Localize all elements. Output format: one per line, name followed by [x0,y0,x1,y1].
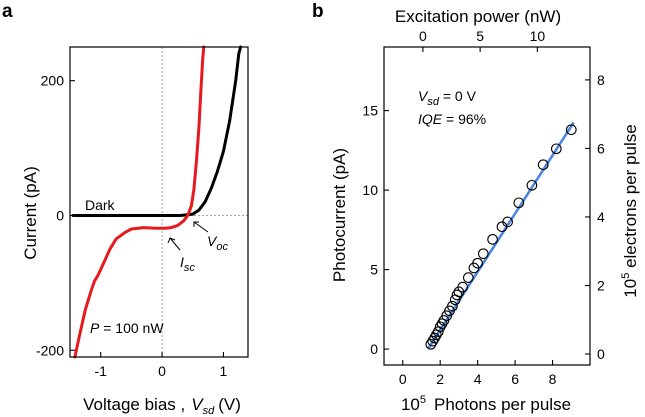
data-point [451,289,463,301]
panel-b-ticks: 0 2 4 6 8 0 5 10 15 0 5 10 0 2 4 6 8 [362,28,605,387]
panel-a-power-label: P = 100 nW [90,320,164,336]
panel-b-y-tick-label: 15 [362,103,378,119]
panel-a-x-axis-var-sub: sd [203,405,216,417]
panel-b-x-tick-label: 2 [436,371,444,387]
panel-a-ticks: -1 0 1 -200 0 200 [36,73,228,379]
data-point [477,248,489,260]
panel-a-y-tick-label: -200 [36,342,64,358]
panel-b-x-tick-label: 4 [474,371,482,387]
panel-a-letter: a [2,1,13,22]
panel-b-iqe-label: IQE = 96% [418,111,486,127]
panel-a-isc-arrowhead [167,237,176,244]
data-point [487,234,498,245]
panel-a-isc-base: I [180,254,184,270]
panel-a-x-tick-label: 0 [158,363,166,379]
panel-b-points [425,124,577,350]
panel-b-x-tick-label: 0 [399,371,407,387]
panel-b-fit [427,122,575,349]
panel-b-y-tick-label: 10 [362,182,378,198]
series-line-dark [71,45,243,217]
panel-a-y-tick-label: 200 [41,73,65,89]
panel-b-x-tick-label: 6 [511,371,519,387]
panel-b-x-axis-text: Photons per pulse [434,395,571,414]
panel-a-voc-arrow [193,221,209,233]
panel-b-iqe-var: IQE [418,111,443,127]
panel-b-right-tick-label: 6 [597,140,605,156]
panel-a-x-axis-title-text: Voltage bias , [83,395,185,414]
panel-a-power-var: P [90,320,100,336]
data-point [447,300,458,312]
panel-b-x-tick-label: 8 [549,371,557,387]
panel-a-power-value: = 100 nW [99,320,164,336]
panel-a-voc-arrowhead [193,221,199,227]
panel-a-voc-base: V [207,233,218,249]
panel-b-right-tick-label: 8 [597,72,605,88]
panel-a-x-axis-var: V [191,395,204,414]
panel-a-series [71,45,243,359]
panel-b-letter: b [312,1,324,22]
panel-b-x-axis-exp: 5 [420,394,426,406]
panel-b-y-tick-label: 5 [370,262,378,278]
panel-a-isc-sub: sc [184,262,196,274]
fit-line [427,122,575,349]
panel-a-frame [69,46,249,358]
panel-b-top-tick-label: 5 [476,28,484,44]
panel-a-x-axis-unit: (V) [218,395,241,414]
panel-b-right-tick-label: 2 [597,278,605,294]
panel-b-x-axis-prefix: 10 [401,395,420,414]
panel-a-dark-label: Dark [85,197,116,213]
data-point [434,321,446,333]
data-point [550,143,562,155]
panel-b-vsd-var: V [418,88,429,104]
data-point [565,124,577,136]
panel-b-y-tick-label: 0 [370,341,378,357]
data-point [427,335,439,347]
panel-a: -1 0 1 -200 0 200 Current (pA) Voltage bias ,… [21,45,249,417]
data-point [462,272,474,283]
data-point [513,197,525,209]
panel-a-isc-arrow [169,237,181,251]
panel-b-right-tick-label: 0 [597,346,605,362]
panel-b-iqe-value: = 96% [442,111,486,127]
panel-b-frame [383,46,591,366]
data-point [537,159,549,171]
series-line-illuminated [73,45,206,359]
panel-b-vsd-label: Vsd = 0 V [418,88,477,108]
panel-b-top-tick-label: 0 [419,28,427,44]
panel-b-right-axis-exp: 5 [620,273,632,279]
panel-b-top-axis-title: Excitation power (nW) [395,7,561,26]
data-point [472,257,483,269]
data-point [502,216,513,228]
panel-a-y-axis-title: Current (pA) [21,166,40,260]
panel-b-x-axis-title: 105 Photons per pulse [401,394,571,414]
panel-b-vsd-sub: sd [427,96,440,108]
panel-b-right-axis-title: 105 electrons per pulse [620,124,640,297]
panel-b-y-axis-title: Photocurrent (pA) [330,148,349,282]
panel-a-x-axis-title: Voltage bias , Vsd (V) [83,395,241,417]
panel-a-y-tick-label: 0 [56,207,64,223]
panel-a-voc-sub: oc [216,241,228,253]
panel-b-right-tick-label: 4 [597,209,605,225]
data-point [526,179,538,191]
panel-a-isc-label: Isc [180,254,195,274]
data-point [457,281,469,293]
panel-a-voc-label: Voc [207,233,228,253]
panel-a-x-tick-label: 1 [220,363,228,379]
panel-a-x-tick-label: -1 [94,363,107,379]
panel-b-vsd-value: = 0 V [439,88,477,104]
panel-b-right-axis-prefix: 10 [621,279,640,298]
panel-b-right-axis-text: electrons per pulse [621,124,640,272]
panel-b-top-tick-label: 10 [530,28,546,44]
